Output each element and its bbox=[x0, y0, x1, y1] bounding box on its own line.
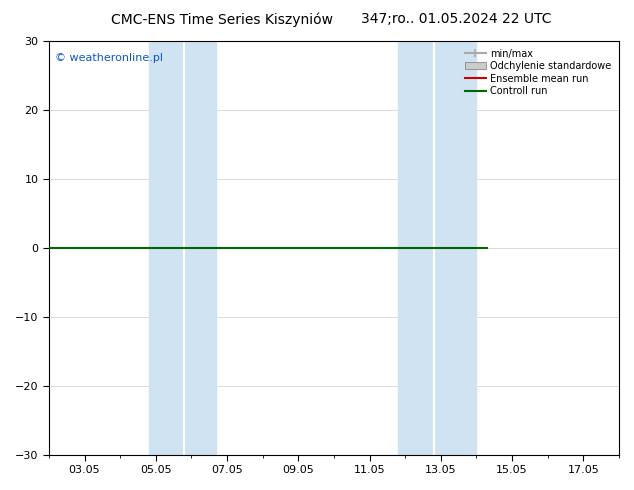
Bar bbox=[149, 41, 216, 455]
Text: © weatheronline.pl: © weatheronline.pl bbox=[55, 53, 162, 64]
Text: 347;ro.. 01.05.2024 22 UTC: 347;ro.. 01.05.2024 22 UTC bbox=[361, 12, 552, 26]
Text: CMC-ENS Time Series Kiszyniów: CMC-ENS Time Series Kiszyniów bbox=[111, 12, 333, 27]
Bar bbox=[398, 41, 477, 455]
Legend: min/max, Odchylenie standardowe, Ensemble mean run, Controll run: min/max, Odchylenie standardowe, Ensembl… bbox=[462, 46, 614, 99]
